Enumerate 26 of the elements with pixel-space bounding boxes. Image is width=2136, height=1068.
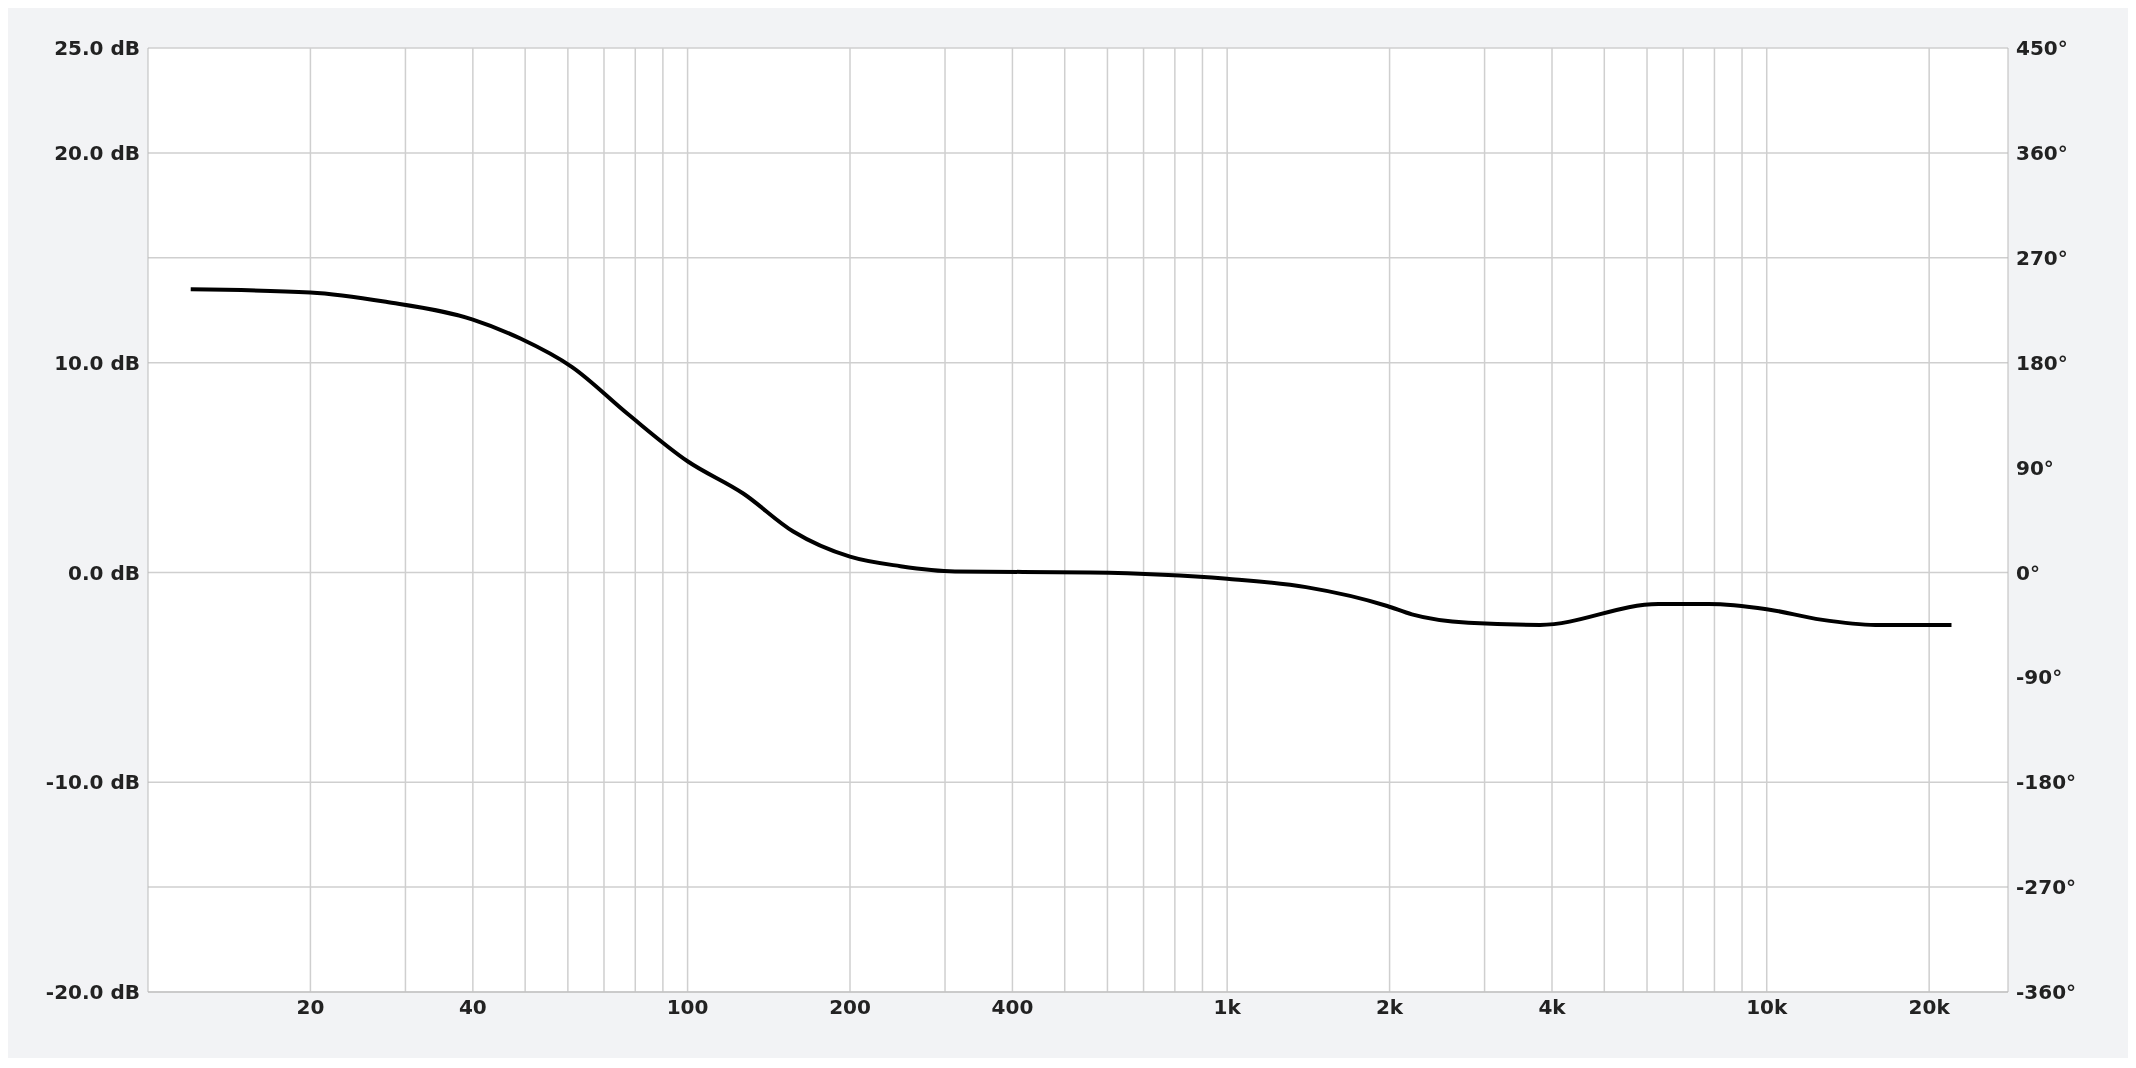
y-tick-label: 25.0 dB [54,36,140,61]
x-tick-label: 100 [666,995,709,1020]
x-tick-label: 200 [829,995,871,1020]
x-tick-label: 2k [1375,995,1404,1020]
y-tick-label: 20.0 dB [54,140,140,165]
y-tick-label: 0.0 dB [68,560,140,585]
x-tick-label: 400 [991,995,1034,1020]
x-tick-label: 1k [1213,995,1242,1020]
x-tick-label: 10k [1746,995,1788,1020]
y2-tick-label: -90° [2016,665,2063,690]
y2-tick-label: 450° [2016,36,2068,61]
y2-tick-label: -270° [2016,875,2077,900]
x-tick-label: 4k [1538,995,1567,1020]
y-tick-label: 10.0 dB [54,350,140,375]
x-tick-label: 20k [1908,995,1951,1020]
x-tick-label: 20 [296,995,325,1020]
y-tick-label: -10.0 dB [45,770,140,795]
y2-tick-label: 90° [2016,455,2054,480]
y-tick-label: -20.0 dB [45,980,140,1005]
x-tick-label: 40 [458,995,487,1020]
y2-tick-label: 360° [2016,140,2068,165]
y2-tick-label: 270° [2016,245,2068,270]
y2-tick-label: 180° [2016,350,2068,375]
y2-tick-label: 0° [2016,560,2040,585]
y2-tick-label: -360° [2016,980,2077,1005]
y2-tick-label: -180° [2016,770,2077,795]
